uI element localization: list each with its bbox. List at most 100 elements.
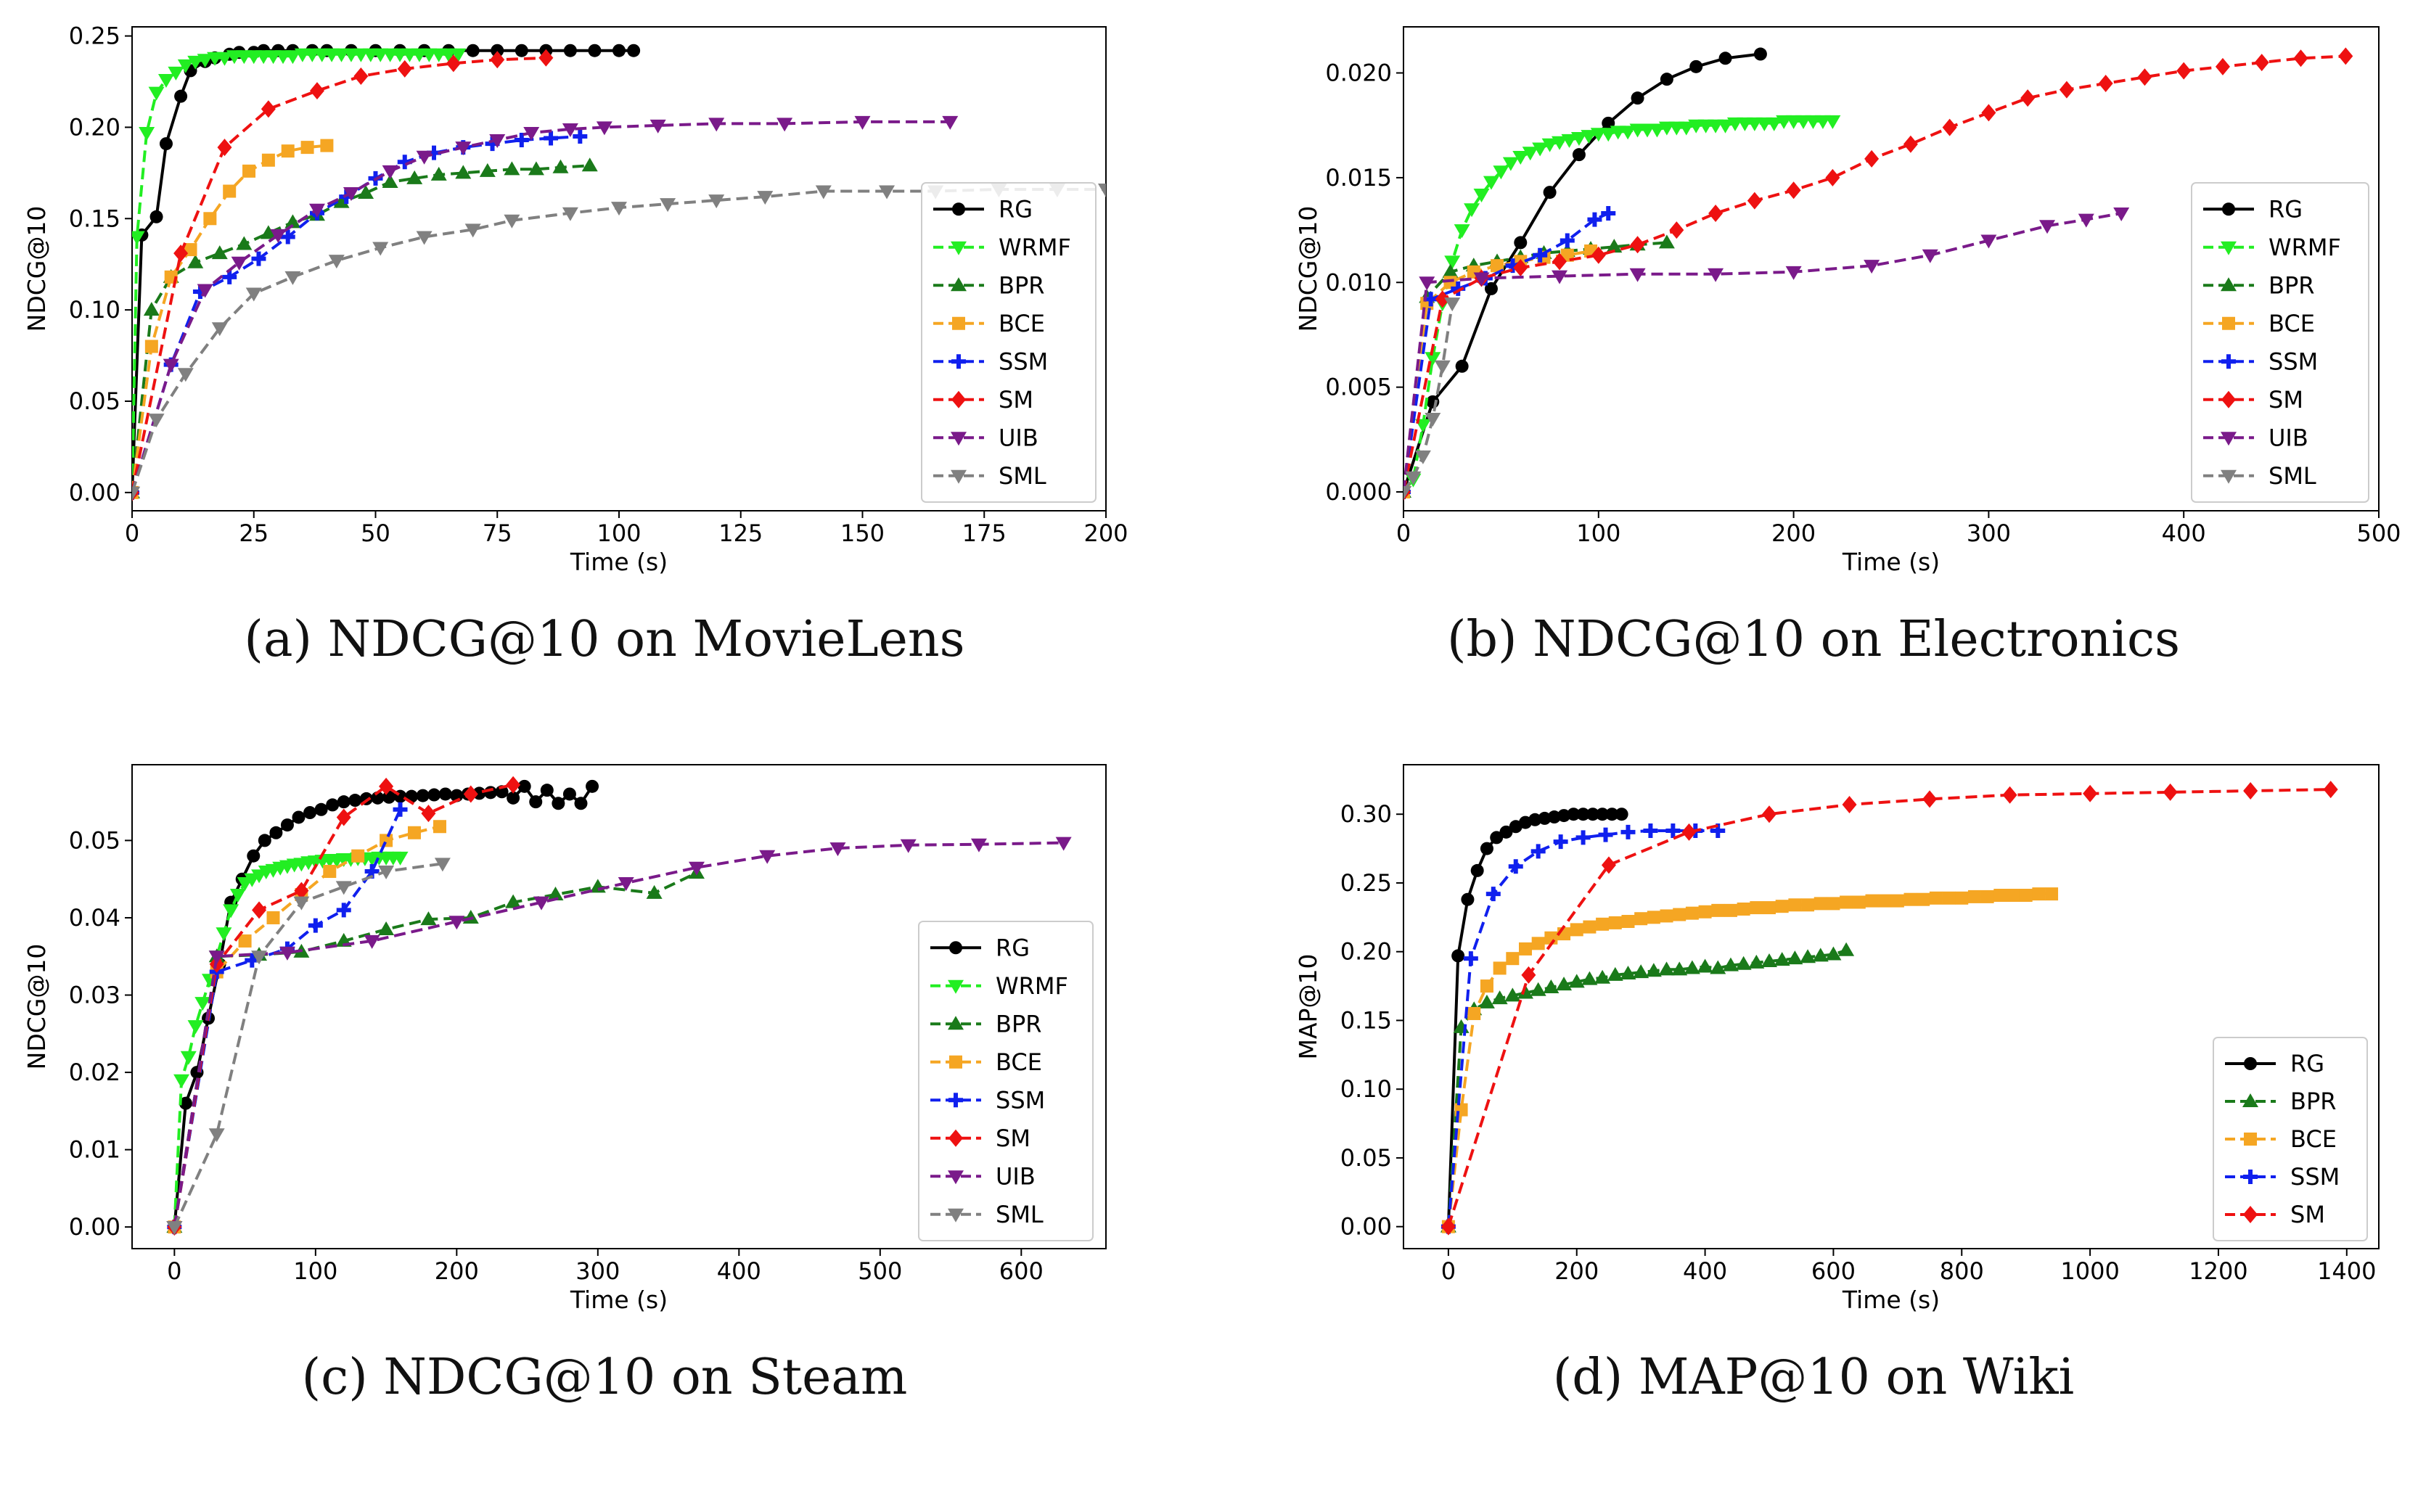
y-tick-label: 0.00 xyxy=(69,479,120,506)
legend-marker-rg xyxy=(949,941,962,955)
data-point-uib xyxy=(270,229,287,243)
data-point-ssm xyxy=(1665,823,1681,838)
data-point-sm xyxy=(2083,784,2098,802)
data-point-bce xyxy=(242,164,256,178)
data-point-ssm xyxy=(222,269,237,284)
data-point-bce xyxy=(1955,891,1969,905)
data-point-bce xyxy=(1929,891,1943,905)
x-axis-label: Time (s) xyxy=(570,1286,668,1314)
data-point-bce xyxy=(1827,897,1840,911)
data-point-uib xyxy=(1552,270,1568,284)
data-point-ssm xyxy=(1485,887,1501,902)
data-point-bpr xyxy=(211,245,228,260)
legend-marker-sml xyxy=(951,469,967,484)
data-point-rg xyxy=(1538,811,1552,825)
data-point-sm xyxy=(2059,81,2074,99)
x-tick-label: 75 xyxy=(483,519,512,547)
data-point-sml xyxy=(1444,297,1461,312)
series-group xyxy=(1440,781,2338,1236)
legend-marker-ssm xyxy=(2243,1170,2258,1184)
x-tick-label: 100 xyxy=(597,519,641,547)
legend-label: UIB xyxy=(996,1162,1036,1190)
legend-label: RG xyxy=(2290,1050,2324,1077)
data-point-rg xyxy=(586,779,599,793)
data-point-wrmf xyxy=(1570,132,1587,147)
data-point-rg xyxy=(1660,73,1673,86)
data-point-bpr xyxy=(581,157,598,172)
x-tick-label: 1400 xyxy=(2317,1257,2376,1285)
data-point-rg xyxy=(540,784,554,797)
data-point-ssm xyxy=(1553,834,1568,850)
data-point-wrmf xyxy=(1649,123,1665,138)
data-point-bpr xyxy=(382,173,398,188)
data-point-uib xyxy=(208,950,225,965)
series-line-sml xyxy=(132,188,1106,493)
data-point-ssm xyxy=(1643,823,1658,838)
data-point-bpr xyxy=(1658,234,1675,249)
data-point-bpr xyxy=(1543,979,1560,993)
data-point-rg xyxy=(1490,831,1504,845)
data-point-uib xyxy=(1419,276,1435,291)
data-point-sm xyxy=(1903,135,1918,153)
y-tick-label: 0.005 xyxy=(1325,374,1392,401)
data-point-sm xyxy=(173,245,189,263)
data-point-sm xyxy=(1669,221,1684,239)
data-point-wrmf xyxy=(1454,224,1470,239)
x-axis-label: Time (s) xyxy=(1842,1286,1940,1314)
data-point-wrmf xyxy=(392,851,409,866)
x-tick-label: 0 xyxy=(1396,519,1411,547)
legend-label: WRMF xyxy=(996,972,1068,1000)
data-point-bce xyxy=(1903,892,1917,906)
data-point-bce xyxy=(1583,920,1597,934)
data-point-bce xyxy=(1865,894,1879,908)
data-point-bpr xyxy=(455,165,472,179)
data-point-bce xyxy=(1673,908,1687,921)
legend-label: UIB xyxy=(999,424,1038,451)
x-tick-label: 400 xyxy=(2162,519,2206,547)
legend-marker-rg xyxy=(2222,202,2235,216)
data-point-rg xyxy=(269,826,283,839)
data-point-uib xyxy=(1922,249,1938,263)
data-point-wrmf xyxy=(1766,117,1782,131)
data-point-rg xyxy=(1484,282,1498,295)
data-point-ssm xyxy=(1601,205,1616,221)
data-point-bpr xyxy=(1442,263,1459,278)
legend-label: BCE xyxy=(996,1048,1042,1076)
data-point-bce xyxy=(1775,900,1789,913)
x-tick-label: 200 xyxy=(1771,519,1816,547)
legend-label: RG xyxy=(2269,195,2303,223)
data-point-rg xyxy=(562,787,576,801)
data-point-bpr xyxy=(143,302,160,316)
y-axis-label: NDCG@10 xyxy=(22,206,51,332)
data-point-sml xyxy=(815,185,832,200)
data-point-wrmf xyxy=(216,52,233,66)
data-point-sml xyxy=(211,322,228,337)
data-point-wrmf xyxy=(1493,165,1509,180)
data-point-sm xyxy=(217,139,232,157)
data-point-wrmf xyxy=(1512,151,1529,165)
data-point-wrmf xyxy=(173,1074,190,1088)
legend-marker-uib xyxy=(2221,432,2237,446)
y-tick-label: 0.05 xyxy=(1340,1144,1392,1172)
data-point-sml xyxy=(879,185,896,200)
x-tick-label: 1000 xyxy=(2060,1257,2119,1285)
data-point-rg xyxy=(1605,808,1619,821)
data-point-rg xyxy=(466,44,480,57)
data-point-bce xyxy=(1890,894,1904,908)
data-point-bpr xyxy=(378,921,395,935)
data-point-bce xyxy=(1570,923,1583,937)
data-point-uib xyxy=(942,115,959,130)
data-point-bpr xyxy=(420,911,437,926)
data-point-bpr xyxy=(1748,954,1765,969)
data-point-rg xyxy=(1499,825,1513,839)
data-point-wrmf xyxy=(177,59,194,73)
x-tick-label: 600 xyxy=(999,1257,1044,1285)
data-point-rg xyxy=(612,44,626,57)
caption-a: (a) NDCG@10 on MovieLens xyxy=(244,611,965,668)
data-point-bce xyxy=(1750,901,1763,915)
data-point-ssm xyxy=(1530,844,1546,859)
data-point-sm xyxy=(294,882,309,900)
data-point-sm xyxy=(2176,62,2192,80)
data-point-rg xyxy=(438,787,452,801)
data-point-bpr xyxy=(1594,969,1611,984)
